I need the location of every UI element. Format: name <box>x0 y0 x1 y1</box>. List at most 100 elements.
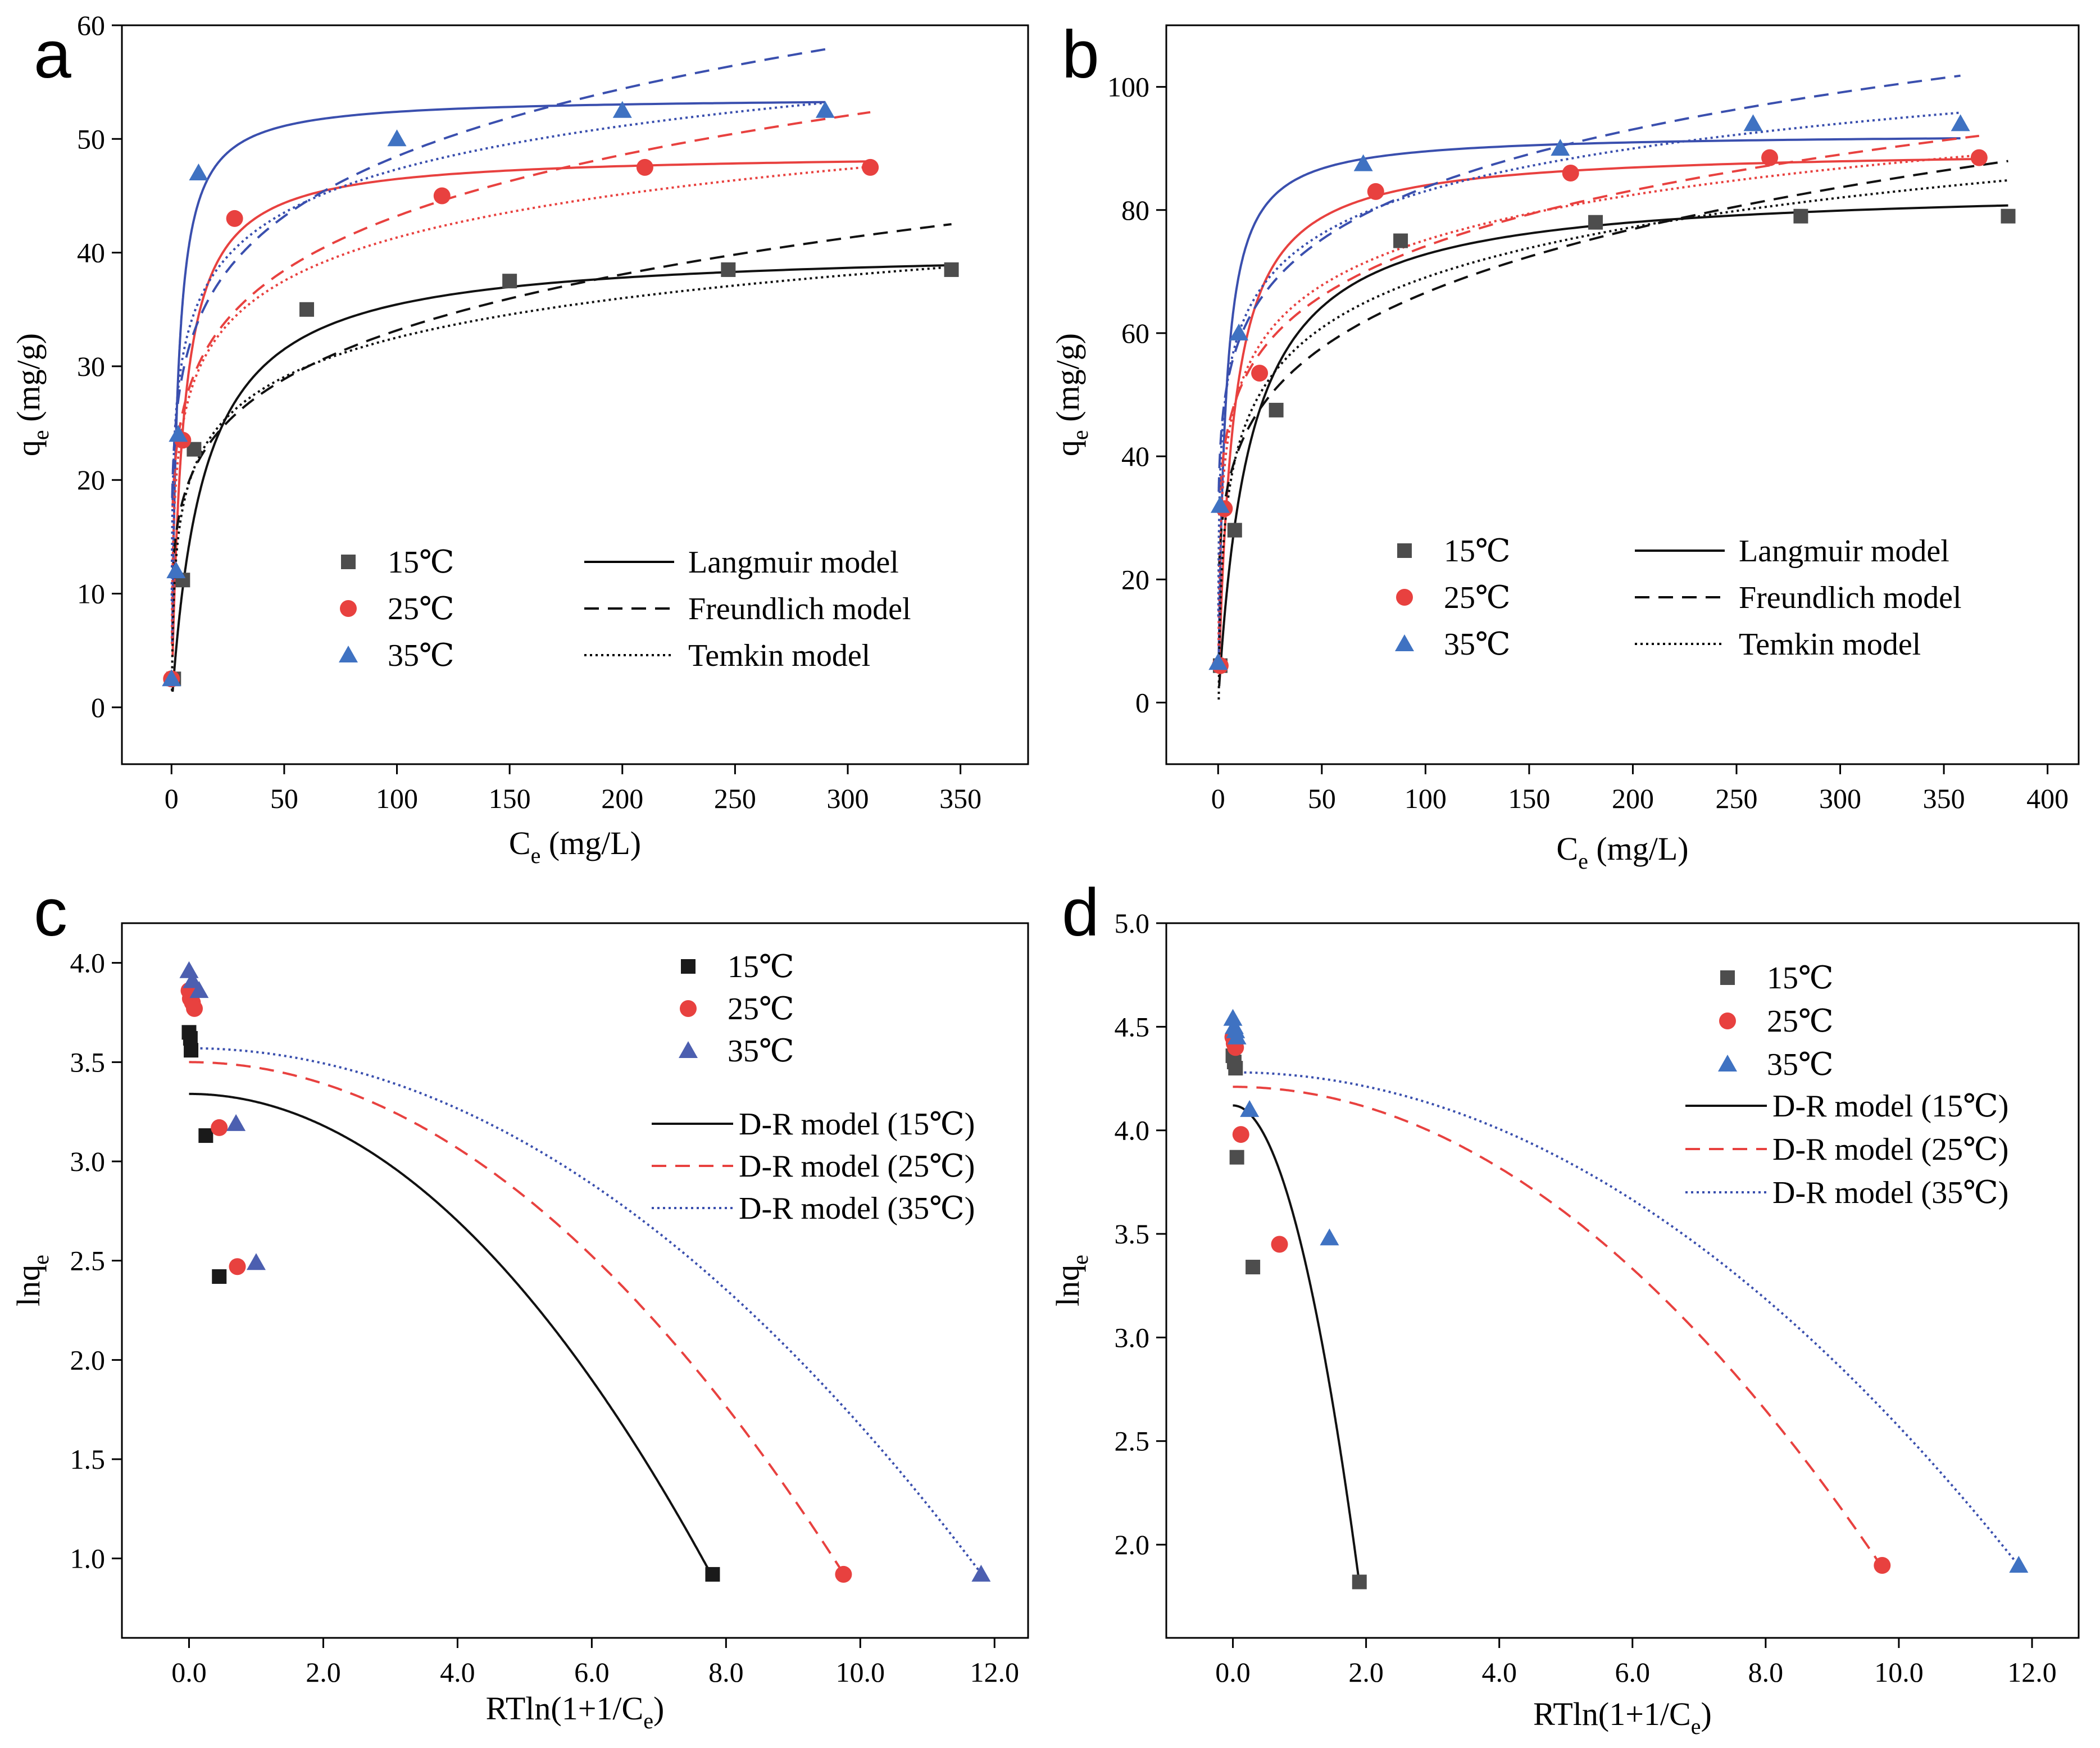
model-curve <box>1218 204 2008 687</box>
data-point <box>226 210 243 227</box>
data-point <box>169 425 188 442</box>
data-point <box>636 158 653 176</box>
model-curve <box>1217 137 1961 656</box>
series-35℃ <box>179 961 991 1582</box>
y-tick-label: 3.5 <box>70 1046 106 1078</box>
data-point <box>1232 1126 1249 1143</box>
data-point <box>1743 114 1763 131</box>
data-point <box>1251 365 1269 382</box>
data-point <box>387 129 407 147</box>
x-tick-label: 0.0 <box>171 1656 207 1688</box>
data-point <box>1208 653 1228 670</box>
legend-label: Temkin model <box>688 638 870 673</box>
data-point <box>1227 523 1242 538</box>
x-tick-label: 4.0 <box>440 1656 475 1688</box>
legend-marker <box>1720 970 1735 985</box>
data-point <box>705 1567 720 1582</box>
data-point <box>184 1043 199 1058</box>
data-point <box>433 187 451 205</box>
data-point <box>189 981 209 998</box>
y-tick-label: 40 <box>77 237 105 269</box>
x-tick-label: 300 <box>827 783 869 814</box>
data-point <box>971 1564 991 1582</box>
panel-a: a 0 50 100 150 200 250 300 350 0 10 20 30 40 50 60 Ce (m… <box>10 10 1029 868</box>
data-point <box>246 1253 266 1270</box>
x-tick-label: 150 <box>1508 783 1550 814</box>
data-point <box>1229 323 1249 340</box>
x-tick-label: 400 <box>2026 783 2069 814</box>
data-point <box>1551 139 1570 156</box>
data-point <box>1562 165 1579 181</box>
x-tick-label: 0.0 <box>1215 1656 1251 1688</box>
data-point <box>2001 208 2016 224</box>
data-point <box>815 101 835 118</box>
model-curves <box>1233 1071 2020 1584</box>
data-point <box>1210 496 1230 513</box>
series-15℃ <box>181 1025 720 1582</box>
legend-marker <box>1396 589 1413 606</box>
y-tick-label: 10 <box>77 578 105 610</box>
model-curve <box>1218 134 1980 514</box>
legend-label: Temkin model <box>1739 627 1921 662</box>
legend-label: 25℃ <box>1767 1004 1834 1039</box>
y-tick-label: 0 <box>91 692 105 723</box>
legend: 15℃ 25℃ 35℃ Langmuir model Freundlich model T… <box>1395 534 1962 662</box>
x-tick-label: 10.0 <box>1874 1656 1924 1688</box>
data-point <box>1367 183 1384 200</box>
legend-label: D-R model (25℃) <box>1772 1132 2008 1167</box>
legend-label: 25℃ <box>728 992 794 1027</box>
x-tick-label: 200 <box>1612 783 1654 814</box>
legend-label: D-R model (35℃) <box>1772 1175 2008 1210</box>
legend-label: 25℃ <box>1444 580 1511 615</box>
model-curve <box>171 223 952 577</box>
legend-label: D-R model (15℃) <box>739 1107 975 1142</box>
legend-label: 35℃ <box>1767 1047 1834 1082</box>
data-point <box>166 561 186 579</box>
y-tick-label: 1.0 <box>70 1543 106 1574</box>
legend-label: 15℃ <box>728 950 794 984</box>
y-tick-label: 3.0 <box>1115 1322 1150 1353</box>
legend-marker <box>679 1041 698 1058</box>
legend-label: Freundlich model <box>1739 580 1962 615</box>
data-point <box>179 961 199 978</box>
x-tick-label: 8.0 <box>1748 1656 1784 1688</box>
legend-label: 15℃ <box>1444 534 1511 569</box>
x-tick-label: 2.0 <box>1348 1656 1384 1688</box>
x-tick-label: 0 <box>165 783 179 814</box>
data-point <box>1970 149 1988 166</box>
legend-label: 15℃ <box>388 545 454 580</box>
legend-marker <box>680 1000 697 1017</box>
y-tick-label: 5.0 <box>1115 907 1150 939</box>
x-axis-title: RTln(1+1/Ce) <box>486 1690 665 1733</box>
data-point <box>1246 1260 1261 1275</box>
legend-label: Langmuir model <box>1739 534 1949 569</box>
legend-label: 35℃ <box>388 638 454 673</box>
model-curve <box>189 1061 845 1574</box>
x-tick-label: 8.0 <box>708 1656 744 1688</box>
legend-label: Freundlich model <box>688 592 911 626</box>
series-35℃ <box>1208 114 1970 670</box>
panel-label: b <box>1062 17 1099 92</box>
y-tick-label: 2.0 <box>70 1344 106 1375</box>
y-tick-label: 20 <box>77 464 105 496</box>
x-tick-label: 12.0 <box>2007 1656 2057 1688</box>
model-curve <box>171 160 871 657</box>
x-tick-label: 4.0 <box>1481 1656 1517 1688</box>
x-tick-label: 0 <box>1211 783 1225 814</box>
model-curve <box>189 1047 982 1574</box>
x-axis-title: RTln(1+1/Ce) <box>1533 1696 1712 1739</box>
model-curve <box>171 111 871 507</box>
x-tick-label: 300 <box>1819 783 1861 814</box>
panel-b: b 0 50 100 150 200 250 300 350 400 0 20 40 60 80 100 Ce … <box>1049 17 2080 874</box>
model-curve <box>1233 1104 1361 1584</box>
data-point <box>835 1565 852 1583</box>
legend-marker <box>681 959 696 974</box>
data-point <box>1353 154 1373 171</box>
panel-label: c <box>34 875 67 950</box>
legend-label: D-R model (25℃) <box>739 1149 975 1184</box>
data-point <box>1588 215 1603 230</box>
data-point <box>1874 1556 1891 1574</box>
model-curve <box>1217 111 1961 617</box>
x-axis-title: Ce (mg/L) <box>1556 830 1688 874</box>
